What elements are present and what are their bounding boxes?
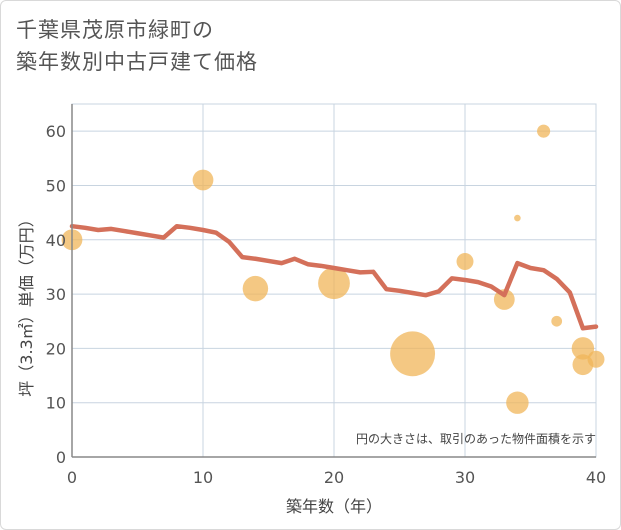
axis-layer: 0 10 20 30 40 50 60 0 10 20 30 40 [46,104,606,487]
chart-title-line2: 築年数別中古戸建て価格 [16,50,258,74]
chart-title-line1: 千葉県茂原市緑町の [16,18,214,42]
y-tick-label: 0 [56,448,66,467]
bubble-point [551,315,563,327]
x-tick-label: 40 [586,468,606,487]
y-tick-label: 10 [46,394,66,413]
bubble-point [506,391,529,414]
y-tick-label: 30 [46,285,66,304]
bubble-point [456,253,474,270]
price-trend-line [69,223,599,331]
bubble-point [587,350,605,368]
line-layer [69,223,599,331]
x-tick-label: 20 [324,468,344,487]
bubble-point [390,331,436,377]
y-tick-label: 60 [46,122,66,141]
bubble-point [571,337,595,360]
x-tick-label: 30 [455,468,475,487]
y-tick-label: 40 [46,231,66,250]
size-annotation: 円の大きさは、取引のあった物件面積を示す [356,431,596,446]
y-axis-label: 坪（3.3㎡）単価（万円） [17,211,36,396]
bubble-point [242,275,269,302]
x-axis-label: 築年数（年） [286,497,382,516]
bubble-point [537,124,551,138]
x-tick-label: 10 [193,468,213,487]
bubble-point [514,214,521,222]
y-tick-label: 50 [46,176,66,195]
bubble-point [318,267,350,300]
bubble-layer [61,124,605,414]
chart-title: 千葉県茂原市緑町の 築年数別中古戸建て価格 [16,14,258,78]
x-tick-label: 0 [67,468,77,487]
bubble-point [192,169,214,191]
y-tick-label: 20 [46,339,66,358]
